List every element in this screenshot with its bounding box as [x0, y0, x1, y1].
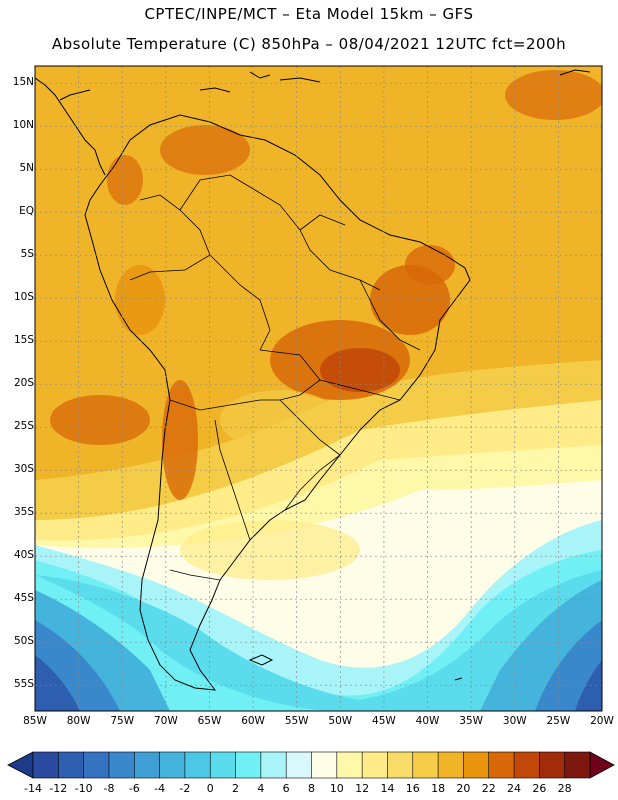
colorbar-low-arrow	[7, 751, 34, 779]
map-frame	[34, 65, 603, 712]
colorbar-swatch	[108, 751, 135, 779]
lon-tick-label: 50W	[328, 715, 353, 727]
chart-title-line-1: CPTEC/INPE/MCT – Eta Model 15km – GFS	[144, 5, 474, 23]
colorbar-label: 16	[405, 782, 420, 795]
colorbar-label: 2	[232, 782, 240, 795]
lat-tick-label: 15S	[13, 334, 34, 347]
lat-tick-label: 10S	[13, 291, 34, 304]
colorbar-label: 26	[532, 782, 547, 795]
colorbar-label: 24	[507, 782, 522, 795]
lat-tick-label: 30S	[13, 463, 34, 476]
colorbar-label: -2	[179, 782, 191, 795]
lat-tick-label: 5N	[19, 162, 34, 175]
colorbar-swatch	[513, 751, 540, 779]
lat-tick-label: EQ	[19, 205, 34, 218]
lon-tick-label: 35W	[459, 715, 484, 727]
colorbar-swatch	[539, 751, 566, 779]
coastlines	[35, 69, 591, 691]
lat-tick-label: 50S	[13, 635, 34, 648]
lon-tick-label: 75W	[110, 715, 135, 727]
colorbar-label: -4	[154, 782, 166, 795]
colorbar-swatch	[32, 751, 59, 779]
colorbar-label: 8	[308, 782, 315, 795]
lon-tick-label: 30W	[502, 715, 527, 727]
colorbar-swatch	[437, 751, 465, 779]
lon-tick-label: 85W	[23, 715, 47, 727]
temperature-field	[35, 66, 602, 711]
colorbar-high-arrow	[589, 751, 615, 779]
lat-tick-label: 5S	[20, 248, 34, 261]
lat-tick-label: 10N	[12, 119, 34, 132]
lon-tick-label: 65W	[197, 715, 222, 727]
colorbar-swatch	[488, 751, 515, 779]
lon-tick-label: 45W	[372, 715, 396, 727]
colorbar-swatch	[133, 751, 161, 779]
colorbar-label: 0	[206, 782, 214, 795]
lon-tick-label: 80W	[66, 715, 91, 727]
colorbar-label: 14	[380, 782, 395, 795]
colorbar-swatch	[336, 751, 363, 779]
lon-tick-label: 25W	[546, 715, 571, 727]
colorbar-label: -6	[128, 782, 140, 795]
colorbar-label: 20	[456, 782, 471, 795]
lat-tick-label: 20S	[13, 377, 34, 390]
lat-tick-label: 45S	[13, 592, 34, 605]
colorbar-label: 12	[355, 782, 370, 795]
country-borders	[129, 174, 421, 581]
colorbar-label: 18	[431, 782, 446, 795]
colorbar-swatch	[387, 751, 414, 779]
colorbar-label: 28	[557, 782, 572, 795]
lon-tick-label: 70W	[153, 715, 178, 727]
colorbar-swatch	[285, 751, 313, 779]
lon-tick-label: 60W	[241, 715, 265, 727]
lat-tick-label: 15N	[12, 76, 34, 89]
lon-tick-label: 40W	[415, 715, 440, 727]
colorbar-swatch	[311, 751, 338, 779]
colorbar-swatch	[412, 751, 439, 779]
colorbar-swatch	[159, 751, 186, 779]
colorbar-swatch	[184, 751, 211, 779]
colorbar-swatch	[260, 751, 287, 779]
colorbar-swatch	[361, 751, 389, 779]
lon-tick-label: 20W	[590, 715, 614, 727]
lon-tick-label: 55W	[284, 715, 309, 727]
colorbar-label: -8	[103, 782, 115, 795]
colorbar-swatch	[463, 751, 490, 779]
lat-tick-label: 35S	[13, 506, 34, 519]
colorbar-swatch	[564, 751, 591, 779]
colorbar	[7, 751, 615, 779]
colorbar-swatch	[83, 751, 110, 779]
colorbar-label: 6	[282, 782, 290, 795]
colorbar-label: -14	[24, 782, 42, 795]
colorbar-label: 22	[481, 782, 496, 795]
colorbar-label: 4	[257, 782, 265, 795]
colorbar-label: 10	[329, 782, 344, 795]
colorbar-swatch	[58, 751, 85, 779]
colorbar-label: -12	[49, 782, 68, 795]
lat-tick-label: 25S	[13, 420, 34, 433]
lat-tick-label: 55S	[13, 678, 34, 691]
colorbar-swatch	[235, 751, 262, 779]
lat-tick-label: 40S	[13, 549, 34, 562]
chart-title-line-2: Absolute Temperature (C) 850hPa – 08/04/…	[51, 35, 567, 53]
colorbar-label: -10	[74, 782, 93, 795]
colorbar-swatch	[209, 751, 237, 779]
